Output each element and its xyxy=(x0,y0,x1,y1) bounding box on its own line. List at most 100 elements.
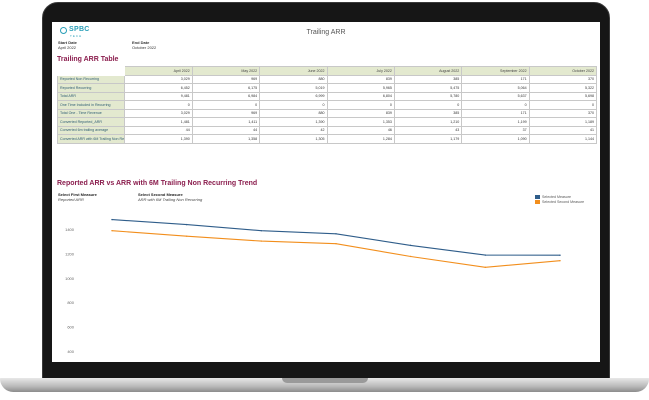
table-cell: 0 xyxy=(326,100,395,110)
table-cell: 880 xyxy=(259,74,328,84)
data-point[interactable] xyxy=(111,218,113,221)
table-header-row: April 2022 May 2022 June 2022 July 2022 … xyxy=(56,66,598,76)
data-point[interactable] xyxy=(260,240,263,242)
table-cell: 37 xyxy=(461,125,530,135)
trend-line-chart: 1400 1200 1000 800 600 400 xyxy=(65,218,561,354)
table-row: Converted Reported_ARR 1,481 1,411 1,390 1,3… xyxy=(56,117,598,127)
laptop-base xyxy=(0,378,649,392)
legend-item[interactable]: Selected Measure xyxy=(535,194,584,199)
table-cell: 1,284 xyxy=(326,134,395,144)
y-tick-label: 1400 xyxy=(65,227,75,232)
table-cell: 1,179 xyxy=(393,134,463,144)
table-row: Reported Non Recurring 3,029 969 880 839 385 1… xyxy=(56,74,598,84)
table-cell: 1,390 xyxy=(124,134,193,144)
table-cell: 1,390 xyxy=(259,117,328,127)
y-tick-label: 1200 xyxy=(65,251,75,256)
table-cell: 42 xyxy=(259,125,328,135)
row-label: Total One - Time Revenue xyxy=(56,108,126,118)
data-point[interactable] xyxy=(559,254,561,256)
table-corner xyxy=(56,66,126,76)
data-point[interactable] xyxy=(484,254,487,256)
table-cell: 1,411 xyxy=(191,117,261,127)
second-measure-label: Select Second Measure xyxy=(138,192,183,197)
table-body: Reported Non Recurring 3,029 969 880 839 385 1… xyxy=(56,74,598,144)
table-cell: 6,175 xyxy=(191,83,261,93)
table-cell: 5,322 xyxy=(528,83,598,93)
end-date-label: End Date xyxy=(132,40,150,45)
logo-subtext: TECH xyxy=(70,34,83,38)
data-point[interactable] xyxy=(111,230,113,232)
data-point[interactable] xyxy=(484,266,487,269)
row-label: Reported Non Recurring xyxy=(56,74,126,84)
table-cell: 1,481 xyxy=(124,117,193,127)
column-header: October 2022 xyxy=(528,66,598,76)
legend-swatch xyxy=(535,199,540,204)
row-label: Reported Recurring xyxy=(56,83,126,93)
laptop-notch xyxy=(282,378,368,383)
y-tick-label: 800 xyxy=(67,300,74,305)
table-row: Total ARR 9,481 6,984 6,999 6,804 5,780 5,637 5… xyxy=(56,91,598,101)
end-date-value[interactable]: October 2022 xyxy=(132,45,157,50)
table-cell: 370 xyxy=(528,108,598,118)
table-cell: 969 xyxy=(191,74,261,84)
table-row: One Time Included in Recurring 0 0 0 0 0 0 0 xyxy=(56,100,598,110)
series-line-2[interactable] xyxy=(111,230,561,268)
table-cell: 0 xyxy=(191,100,261,110)
data-point[interactable] xyxy=(409,255,412,258)
table-cell: 6,452 xyxy=(124,83,193,93)
table-cell: 1,305 xyxy=(259,134,328,144)
data-point[interactable] xyxy=(335,242,337,245)
logo-text: SPBC xyxy=(69,26,90,33)
report-screen: SPBC TECH Trailing ARR Start Date April … xyxy=(52,22,600,362)
legend-item[interactable]: Selected Second Measure xyxy=(535,199,584,204)
first-measure-label: Select First Measure xyxy=(58,192,97,197)
series-line-1[interactable] xyxy=(111,219,561,256)
table-cell: 1,144 xyxy=(528,134,598,144)
column-header: April 2022 xyxy=(124,66,193,76)
column-header: September 2022 xyxy=(461,66,530,76)
table-cell: 370 xyxy=(528,74,598,84)
start-date-label: Start Date xyxy=(58,40,77,45)
table-cell: 1,090 xyxy=(461,134,530,144)
table-cell: 385 xyxy=(393,74,463,84)
data-point[interactable] xyxy=(559,260,561,262)
data-point[interactable] xyxy=(409,244,412,247)
start-date-value[interactable]: April 2022 xyxy=(58,45,77,50)
table-cell: 44 xyxy=(124,125,193,135)
company-logo: SPBC TECH xyxy=(60,26,92,38)
table-cell: 5,637 xyxy=(461,91,530,101)
row-label: Converted 6m trailing average xyxy=(56,125,126,135)
table-cell: 839 xyxy=(326,74,395,84)
table-cell: 46 xyxy=(326,125,395,135)
table-cell: 9,481 xyxy=(124,91,193,101)
table-cell: 43 xyxy=(393,125,463,135)
table-cell: 171 xyxy=(461,74,530,84)
table-cell: 0 xyxy=(393,100,463,110)
start-date-filter[interactable]: Start Date April 2022 xyxy=(58,40,77,50)
y-tick-label: 1000 xyxy=(65,276,75,281)
column-header: July 2022 xyxy=(326,66,395,76)
table-cell: 0 xyxy=(528,100,598,110)
data-point[interactable] xyxy=(185,235,188,237)
table-cell: 385 xyxy=(393,108,463,118)
legend-swatch xyxy=(535,194,540,199)
legend-label: Selected Second Measure xyxy=(542,199,585,204)
data-point[interactable] xyxy=(185,223,188,226)
end-date-filter[interactable]: End Date October 2022 xyxy=(132,40,156,50)
data-point[interactable] xyxy=(335,233,337,235)
table-cell: 44 xyxy=(191,125,261,135)
first-measure-value[interactable]: Reported ARR xyxy=(58,197,84,202)
table-row: Converted 6m trailing average 44 44 42 46 43 3… xyxy=(56,125,598,135)
second-measure-select[interactable]: Select Second Measure ARR with 6M Traili… xyxy=(138,192,202,202)
table-row: Converted ARR with 6M Trailing Non Recur… xyxy=(56,134,598,144)
y-tick-label: 400 xyxy=(67,349,74,354)
data-point[interactable] xyxy=(260,230,263,232)
table-cell: 5,019 xyxy=(259,83,328,93)
first-measure-select[interactable]: Select First Measure Reported ARR xyxy=(58,192,97,202)
row-label: Converted ARR with 6M Trailing Non Recur… xyxy=(56,134,126,144)
table-cell: 5,965 xyxy=(326,83,395,93)
second-measure-value[interactable]: ARR with 6M Trailing Non Recurring xyxy=(138,197,203,202)
page-title: Trailing ARR xyxy=(306,29,346,36)
y-tick-label: 600 xyxy=(67,325,74,330)
row-label: Converted Reported_ARR xyxy=(56,117,126,127)
